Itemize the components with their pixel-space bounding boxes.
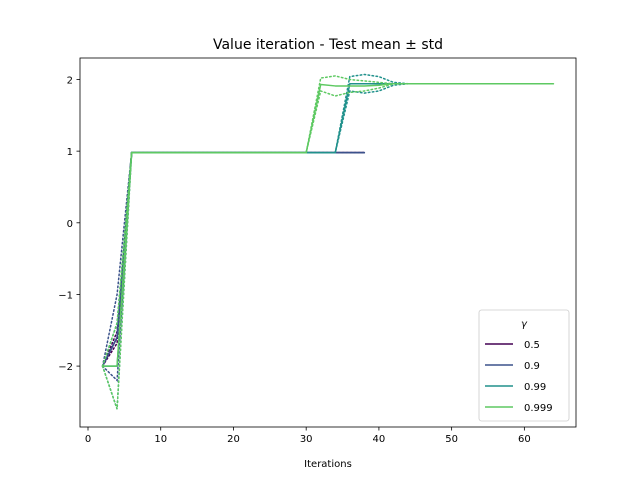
legend-label-0.99: 0.99 bbox=[524, 382, 546, 393]
y-tick-label: −2 bbox=[58, 362, 73, 373]
y-tick-label: −1 bbox=[58, 290, 73, 301]
x-tick-label: 0 bbox=[85, 434, 91, 445]
plot-area bbox=[101, 73, 555, 410]
legend-box bbox=[478, 309, 570, 422]
y-tick-label: 2 bbox=[67, 75, 73, 86]
legend-label-0.9: 0.9 bbox=[524, 361, 540, 372]
x-axis-label: Iterations bbox=[304, 459, 352, 470]
x-tick-label: 10 bbox=[154, 434, 167, 445]
legend-label-0.999: 0.999 bbox=[524, 403, 553, 414]
x-tick-label: 20 bbox=[227, 434, 240, 445]
x-tick-label: 50 bbox=[445, 434, 458, 445]
y-tick-label: 1 bbox=[67, 147, 73, 158]
x-tick-label: 60 bbox=[518, 434, 531, 445]
x-tick-label: 30 bbox=[300, 434, 313, 445]
series-0.999-mean-line bbox=[102, 83, 554, 367]
legend-label-0.5: 0.5 bbox=[524, 340, 540, 351]
legend: γ 0.5 0.9 0.99 0.999 bbox=[478, 309, 570, 422]
axes-frame bbox=[79, 57, 577, 428]
series-0.999 bbox=[101, 75, 555, 410]
chart-title: Value iteration - Test mean ± std bbox=[213, 37, 443, 53]
axes: 0 10 20 30 40 50 60 −2 −1 0 1 2 bbox=[58, 57, 577, 445]
legend-title: γ bbox=[521, 319, 528, 330]
x-tick-label: 40 bbox=[373, 434, 386, 445]
y-tick-label: 0 bbox=[67, 219, 73, 230]
